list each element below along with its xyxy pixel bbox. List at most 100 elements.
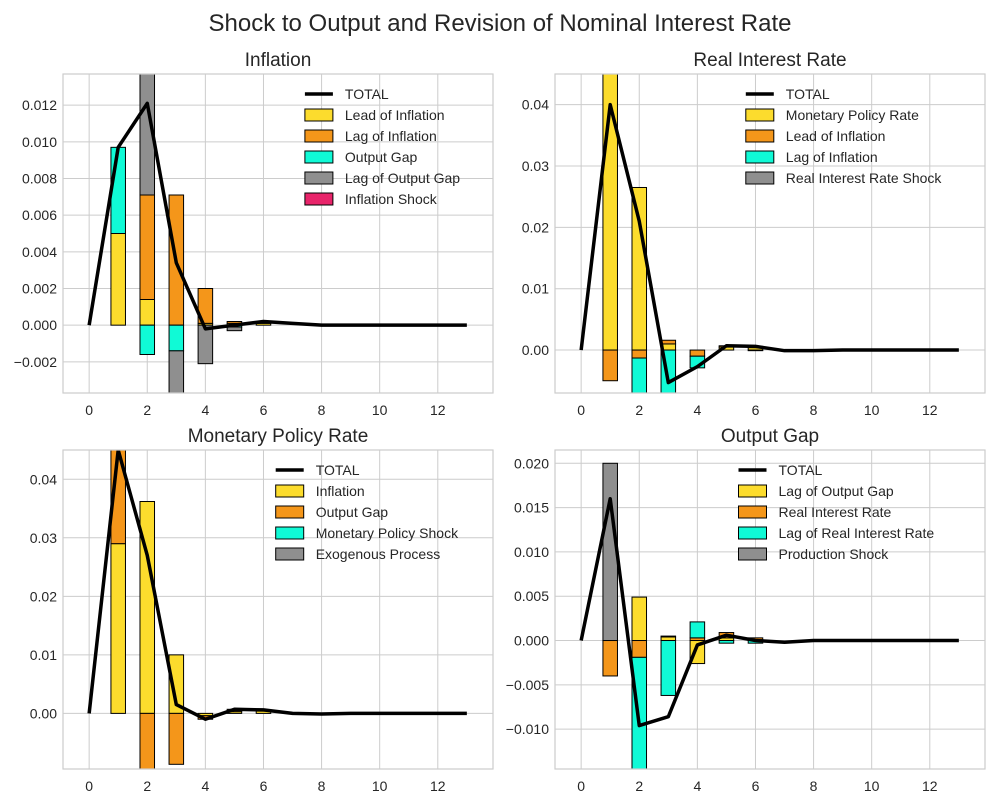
y-tick-label: 0.010 <box>514 544 549 560</box>
y-tick-label: 0.008 <box>22 171 57 187</box>
grid <box>555 450 985 769</box>
chart-panel-1: Inflation 0 2 4 6 8 10 12 −0.002 0.000 0.002 0.004 0… <box>14 50 494 418</box>
x-tick-label: 8 <box>810 402 818 418</box>
legend: TOTAL Monetary Policy Rate Lead of Inflati… <box>745 86 942 186</box>
bar-output-gap <box>139 712 156 769</box>
y-tick-label: 0.005 <box>514 588 549 604</box>
legend-label: Lag of Output Gap <box>779 483 894 499</box>
total-line <box>87 450 467 721</box>
legend-swatch <box>304 129 334 143</box>
legend-swatch <box>745 129 775 143</box>
bar-inflation <box>110 543 126 714</box>
legend-swatch <box>745 171 775 185</box>
bar-output-gap <box>168 712 185 765</box>
legend-swatch <box>738 505 767 519</box>
x-tick-label: 12 <box>430 778 446 794</box>
legend-label: Real Interest Rate <box>779 504 892 520</box>
x-tick-label: 4 <box>201 402 209 418</box>
x-tick-label: 12 <box>922 402 938 418</box>
legend-swatch <box>275 484 305 498</box>
chart-title: Real Interest Rate <box>693 50 846 71</box>
x-tick-label: 8 <box>318 778 326 794</box>
legend: TOTAL Lead of Inflation Lag of Inflation Ou… <box>304 86 460 207</box>
y-tick-label: 0.04 <box>30 471 57 487</box>
grid <box>555 74 985 393</box>
bar-lead-of-inflation <box>660 339 677 345</box>
legend-label: TOTAL <box>345 86 389 102</box>
figure-title: Shock to Output and Revision of Nominal … <box>208 10 792 37</box>
bar-lag-of-real-interest-rate <box>660 640 677 696</box>
x-tick-label: 4 <box>201 778 209 794</box>
y-tick-label: 0.004 <box>22 244 57 260</box>
y-tick-label: 0.00 <box>30 705 57 721</box>
x-tick-label: 10 <box>372 778 388 794</box>
y-tick-label: 0.01 <box>30 647 57 663</box>
legend-label: Monetary Policy Rate <box>786 107 919 123</box>
legend-label: Lag of Inflation <box>786 149 878 165</box>
legend-label: Production Shock <box>779 546 890 562</box>
y-tick-label: 0.002 <box>22 281 57 297</box>
legend-label: Monetary Policy Shock <box>316 525 459 541</box>
bar-lead-of-inflation <box>139 299 156 326</box>
total-line <box>579 102 959 385</box>
x-tick-label: 8 <box>318 402 326 418</box>
bar-lead-of-inflation <box>602 349 618 382</box>
legend-swatch <box>275 526 305 540</box>
bar-lag-of-output-gap <box>168 350 185 393</box>
legend-label: Lag of Output Gap <box>345 170 460 186</box>
chart-panel-3: Monetary Policy Rate 0 2 4 6 8 10 12 0.00 0.01 0.0… <box>30 426 494 794</box>
x-tick-label: 4 <box>693 402 701 418</box>
x-tick-label: 6 <box>752 778 760 794</box>
x-tick-label: 2 <box>635 402 643 418</box>
plot-area <box>87 74 467 393</box>
bar-lag-of-inflation <box>226 321 243 324</box>
x-tick-label: 0 <box>577 402 585 418</box>
x-tick-label: 10 <box>372 402 388 418</box>
y-tick-label: 0.03 <box>30 530 57 546</box>
legend-swatch <box>275 547 305 561</box>
axes-frame <box>62 449 494 770</box>
x-tick-label: 2 <box>143 402 151 418</box>
bar-monetary-policy-rate <box>631 186 648 351</box>
x-tick-label: 2 <box>143 778 151 794</box>
legend-swatch <box>738 547 767 561</box>
y-tick-label: 0.00 <box>522 342 549 358</box>
chart-title: Output Gap <box>721 426 819 447</box>
y-tick-label: 0.01 <box>522 281 549 297</box>
legend-label: Output Gap <box>345 149 418 165</box>
y-tick-label: 0.020 <box>514 455 549 471</box>
legend: TOTAL Lag of Output Gap Real Interest Rate… <box>738 462 935 562</box>
legend-swatch <box>745 150 775 164</box>
axes-frame <box>554 449 986 770</box>
legend-label: Inflation <box>316 483 365 499</box>
legend: TOTAL Inflation Output Gap Monetary Policy … <box>275 462 459 562</box>
grid <box>63 74 493 393</box>
total-line <box>87 101 467 331</box>
legend-label: Lag of Real Interest Rate <box>779 525 935 541</box>
legend-swatch <box>304 150 334 164</box>
bar-lag-of-output-gap <box>631 596 648 642</box>
plot-area <box>579 462 959 769</box>
bar-lag-of-inflation <box>747 349 764 352</box>
y-tick-label: 0.000 <box>22 317 57 333</box>
y-tick-label: 0.015 <box>514 500 549 516</box>
y-tick-label: −0.002 <box>14 354 57 370</box>
bar-output-gap <box>168 324 185 352</box>
x-tick-label: 12 <box>922 778 938 794</box>
x-tick-label: 8 <box>810 778 818 794</box>
x-tick-label: 0 <box>85 402 93 418</box>
legend-swatch <box>304 108 334 122</box>
legend-swatch <box>738 484 767 498</box>
y-tick-label: 0.010 <box>22 134 57 150</box>
bar-lag-of-real-interest-rate <box>689 621 706 639</box>
x-tick-label: 4 <box>693 778 701 794</box>
legend-swatch <box>738 526 767 540</box>
axes-frame <box>554 73 986 394</box>
bar-lag-of-inflation <box>197 288 214 324</box>
chart-panel-4: Output Gap 0 2 4 6 8 10 12 −0.010 −0.005 0.000 0.00… <box>506 426 986 794</box>
x-tick-label: 6 <box>260 778 268 794</box>
legend-label: Output Gap <box>316 504 389 520</box>
x-tick-label: 0 <box>85 778 93 794</box>
x-tick-label: 0 <box>577 778 585 794</box>
